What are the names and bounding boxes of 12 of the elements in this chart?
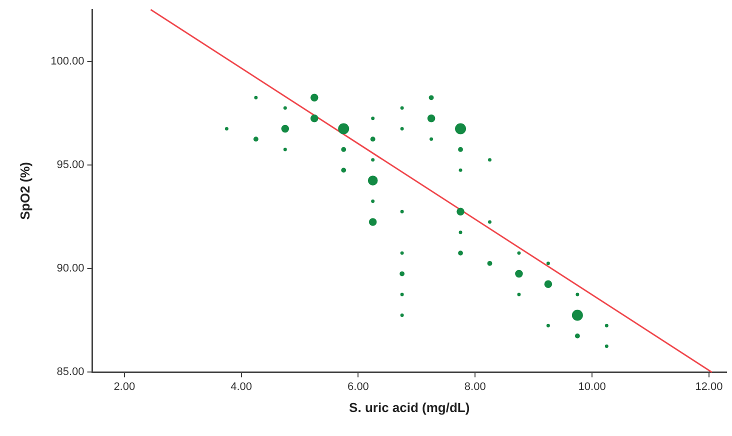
- x-tick-label: 8.00: [464, 380, 486, 393]
- x-tick-label: 6.00: [348, 380, 369, 393]
- y-tick-label: 85.00: [56, 366, 84, 378]
- x-tick-label: 12.00: [695, 380, 723, 393]
- x-tick-label: 4.00: [230, 380, 252, 393]
- x-tick-label: 10.00: [578, 380, 606, 393]
- y-tick-label: 100.00: [50, 55, 84, 68]
- y-axis-title: SpO2 (%): [17, 162, 32, 220]
- x-tick-label: 2.00: [114, 380, 136, 393]
- x-axis-title: S. uric acid (mg/dL): [349, 400, 470, 415]
- y-tick-label: 95.00: [56, 159, 84, 172]
- y-tick-label: 90.00: [56, 262, 84, 275]
